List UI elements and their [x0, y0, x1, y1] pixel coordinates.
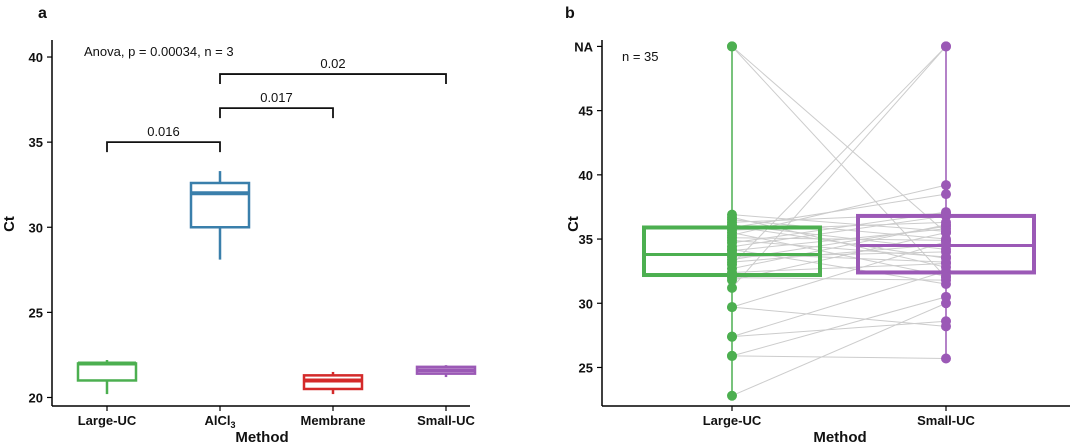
pair-line: [731, 225, 947, 259]
data-point: [941, 279, 951, 289]
significance-p-value: 0.017: [260, 90, 293, 105]
panel-b-marks: [642, 41, 1036, 401]
pair-line: [731, 262, 947, 273]
data-point: [727, 350, 737, 361]
pair-line: [731, 232, 947, 281]
significance-bracket: [219, 73, 447, 85]
panel-b-x-tick-label: Small-UC: [917, 413, 975, 428]
panel-b-paired-boxplot: b n = 35 Ct Method 25 30 35 40 45 NA Large-UC S…: [565, 5, 1070, 446]
panel-a-boxplot: a Anova, p = 0.00034, n = 3 Ct Method 20…: [1, 5, 477, 446]
panel-b-y-tick-label: 25: [579, 360, 593, 375]
data-point: [941, 180, 951, 191]
data-point: [941, 217, 951, 228]
box-iqr: [76, 362, 138, 382]
significance-bracket: [219, 107, 334, 119]
pair-line: [731, 355, 947, 359]
data-point: [941, 271, 951, 282]
panel-a-y-axis-title: Ct: [1, 216, 18, 232]
data-point: [727, 282, 737, 293]
n-annotation: n = 35: [622, 49, 659, 64]
panel-a-axes: 20 25 30 35 40 Large-UC AlCl3 Membrane Small-UC: [29, 40, 476, 430]
data-point: [941, 41, 951, 52]
pair-line: [731, 320, 947, 338]
panel-a-y-tick-label: 25: [29, 305, 43, 320]
panel-b-y-tick-label: 35: [579, 232, 593, 247]
panel-b-y-tick-label: 40: [579, 168, 593, 183]
panel-b-y-tick-label: 30: [579, 296, 593, 311]
panel-b-x-tick-label: Large-UC: [703, 413, 762, 428]
data-point: [727, 221, 737, 232]
significance-p-value: 0.016: [147, 124, 180, 139]
panel-b-y-tick-label: 45: [579, 104, 593, 119]
data-point: [941, 253, 951, 264]
data-point: [727, 390, 737, 401]
data-point: [727, 302, 737, 313]
panel-a-x-tick-label: Small-UC: [417, 413, 475, 428]
pair-line: [731, 243, 947, 263]
pair-line: [731, 46, 947, 234]
data-point: [727, 41, 737, 52]
data-point: [727, 209, 737, 220]
significance-p-value: 0.02: [320, 56, 345, 71]
panel-a-x-tick-label: AlCl3: [204, 413, 235, 430]
pair-line: [731, 239, 947, 258]
panel-a-x-axis-title: Method: [235, 429, 288, 446]
data-point: [941, 189, 951, 200]
panel-a-y-tick-label: 20: [29, 390, 43, 405]
significance-bracket: [106, 141, 221, 153]
data-point: [941, 208, 951, 219]
pair-line: [731, 46, 947, 289]
panel-b-pair-lines: [731, 46, 947, 397]
data-point: [727, 257, 737, 268]
pair-line: [731, 219, 947, 240]
data-point: [727, 331, 737, 342]
data-point: [941, 291, 951, 302]
pair-line: [731, 215, 947, 248]
box-iqr: [189, 181, 251, 229]
panel-b-na-tick-label: NA: [574, 39, 593, 54]
data-point: [941, 239, 951, 250]
panel-a-y-tick-label: 30: [29, 220, 43, 235]
panel-a-label: a: [38, 5, 47, 22]
anova-annotation: Anova, p = 0.00034, n = 3: [84, 44, 234, 59]
data-point: [941, 321, 951, 332]
pair-line: [731, 277, 947, 281]
panel-a-marks: 0.016 0.017 0.02: [76, 56, 477, 395]
pair-line: [731, 306, 947, 327]
data-point: [941, 353, 951, 364]
data-point: [727, 244, 737, 255]
panel-b-y-axis-title: Ct: [565, 216, 582, 232]
panel-a-y-tick-label: 35: [29, 135, 43, 150]
pair-line: [731, 214, 947, 232]
pair-line: [731, 237, 947, 241]
panel-a-y-tick-label: 40: [29, 50, 43, 65]
pair-line: [731, 193, 947, 228]
panel-a-x-tick-label: Large-UC: [78, 413, 137, 428]
pair-line: [731, 302, 947, 397]
panel-a-x-tick-label: Membrane: [300, 413, 365, 428]
pair-line: [731, 296, 947, 357]
pair-line: [731, 270, 947, 338]
pair-line: [731, 232, 947, 277]
pair-line: [731, 228, 947, 252]
data-point: [941, 226, 951, 237]
panel-b-x-axis-title: Method: [813, 429, 866, 446]
panel-b-axes: 25 30 35 40 45 NA Large-UC Small-UC: [574, 39, 1070, 428]
panel-b-label: b: [565, 5, 575, 22]
data-point: [941, 262, 951, 273]
pair-line: [731, 46, 947, 278]
